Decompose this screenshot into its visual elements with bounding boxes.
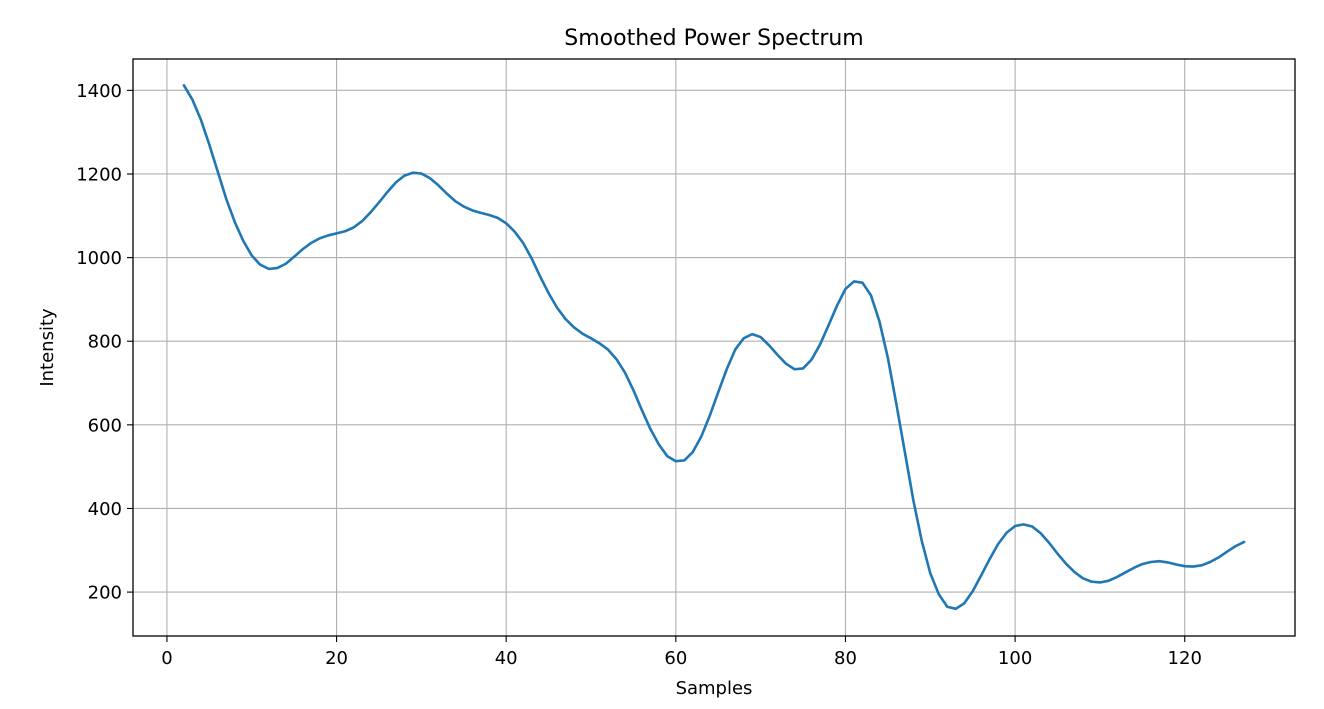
- chart-title: Smoothed Power Spectrum: [564, 26, 864, 51]
- y-tick-label: 600: [88, 415, 122, 436]
- y-tick-label: 1000: [76, 248, 122, 269]
- x-tick-label: 100: [998, 648, 1032, 669]
- y-tick-label: 1200: [76, 164, 122, 185]
- x-tick-label: 20: [325, 648, 348, 669]
- x-tick-label: 60: [664, 648, 687, 669]
- x-tick-label: 80: [834, 648, 857, 669]
- series-line: [182, 84, 1246, 611]
- x-tick-label: 40: [495, 648, 518, 669]
- series-layer: [182, 84, 1246, 611]
- y-tick-label: 1400: [76, 81, 122, 102]
- y-tick-label: 400: [88, 499, 122, 520]
- x-axis-ticks: 0 20 40 60 80 100 120: [161, 636, 1202, 669]
- axes-frame: [132, 58, 1296, 637]
- x-axis-label: Samples: [676, 678, 753, 699]
- x-tick-label: 0: [161, 648, 172, 669]
- y-tick-label: 800: [88, 332, 122, 353]
- grid: [133, 59, 1295, 636]
- y-axis-ticks: 200 400 600 800 1000 1200 1400: [76, 81, 133, 604]
- y-axis-label: Intensity: [37, 308, 58, 387]
- x-tick-label: 120: [1168, 648, 1202, 669]
- y-tick-label: 200: [88, 583, 122, 604]
